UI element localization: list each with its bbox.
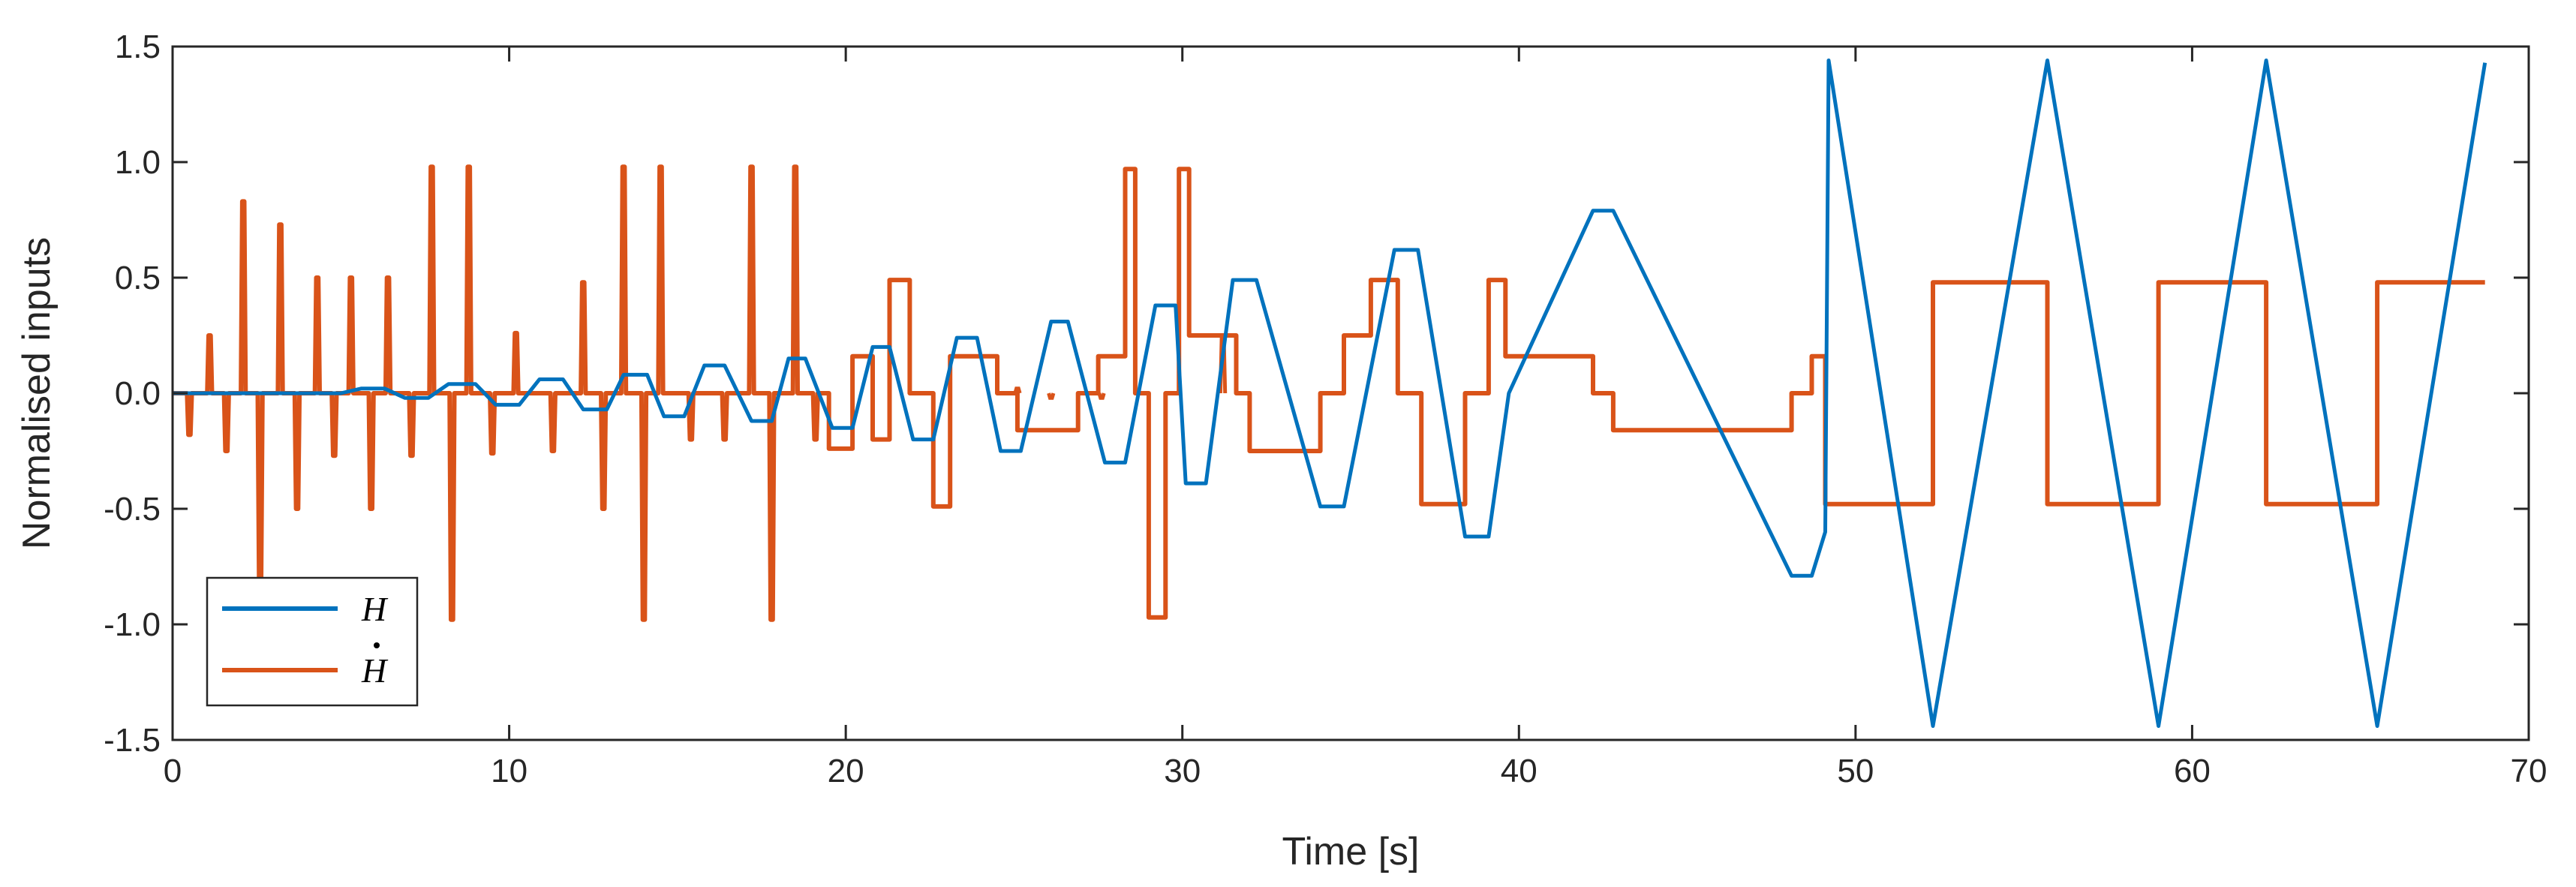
y-axis-title: Normalised inputs: [15, 237, 59, 549]
y-tick-label: -1.5: [104, 722, 161, 759]
series-layer: [173, 59, 2487, 728]
legend: H H: [206, 576, 419, 707]
ticks-layer: 0 10 20 30 40 50 60 70 -1.5 -1.0 -0.5 0.0 0.5 1.0 1.5: [104, 29, 2547, 789]
x-tick-label: 10: [491, 753, 528, 789]
x-tick-label: 0: [164, 753, 182, 789]
y-tick-label: 1.0: [115, 144, 161, 181]
x-tick-label: 40: [1501, 753, 1537, 789]
legend-dot-accent: [374, 642, 380, 648]
x-tick-label: 50: [1837, 753, 1874, 789]
y-tick-label: 1.5: [115, 29, 161, 65]
legend-label-h: H: [361, 590, 389, 628]
legend-box: [206, 576, 419, 707]
y-tick-label: -1.0: [104, 606, 161, 643]
x-tick-label: 60: [2174, 753, 2211, 789]
y-tick-label: 0.0: [115, 375, 161, 412]
y-tick-label: -0.5: [104, 491, 161, 528]
x-tick-label: 20: [828, 753, 864, 789]
x-tick-label: 30: [1164, 753, 1201, 789]
x-axis-title: Time [s]: [1282, 830, 1420, 873]
series-h-line: [173, 59, 2487, 728]
x-tick-label: 70: [2511, 753, 2547, 789]
y-tick-label: 0.5: [115, 260, 161, 296]
series-h-dot-spikes: [1013, 333, 1228, 400]
legend-label-h-dot: H: [361, 651, 389, 690]
